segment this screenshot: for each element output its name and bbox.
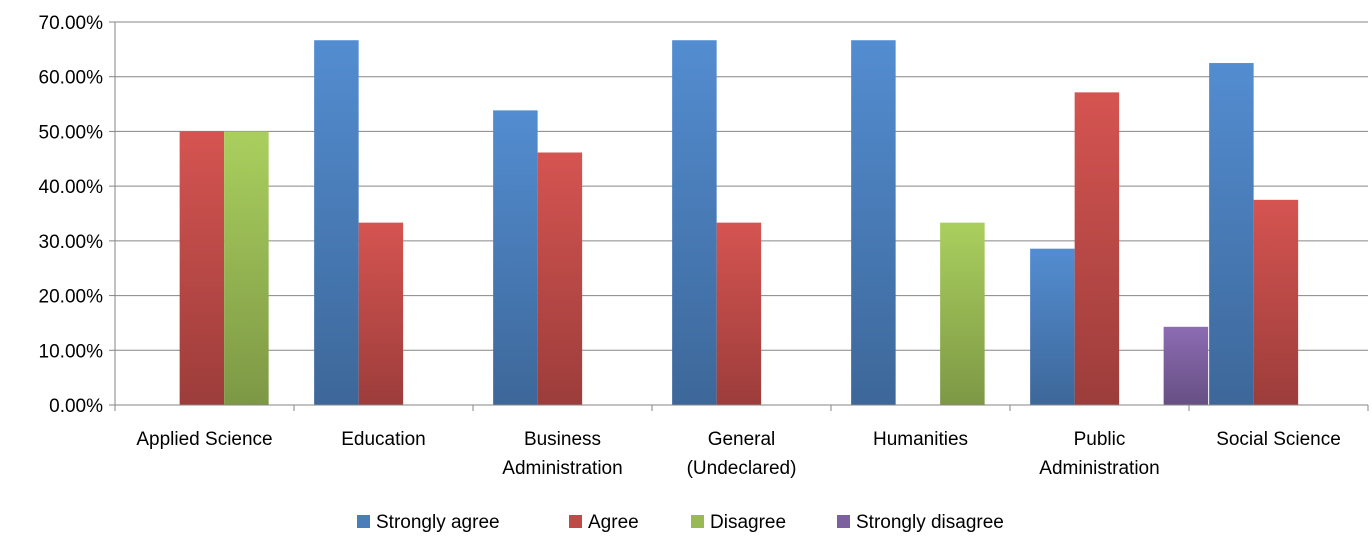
y-tick-label: 50.00% <box>39 122 104 143</box>
y-tick-label: 30.00% <box>39 232 104 253</box>
legend: Strongly agree Agree Disagree Strongly disa… <box>357 512 1004 533</box>
bar-strongly-agree <box>1030 249 1075 405</box>
y-tick-label: 40.00% <box>39 177 104 198</box>
x-category-label: Applied Science <box>136 429 272 450</box>
bar-strongly-agree <box>672 40 717 405</box>
x-category-label: Education <box>341 429 426 450</box>
y-tick-label: 70.00% <box>39 13 104 34</box>
legend-label: Disagree <box>710 512 786 533</box>
bar-agree <box>1075 92 1120 405</box>
bar-disagree <box>940 223 985 405</box>
bar-strongly-agree <box>314 40 359 405</box>
y-tick-label: 60.00% <box>39 68 104 89</box>
y-tick-label: 20.00% <box>39 287 104 308</box>
y-tick-label: 10.00% <box>39 341 104 362</box>
bar-agree <box>717 223 762 405</box>
bar-strongly-disagree <box>1164 327 1209 405</box>
legend-swatch <box>837 515 850 528</box>
y-axis-tick-labels: 0.00% 10.00% 20.00% 30.00% 40.00% 50.00% 60.00… <box>39 13 104 417</box>
legend-label: Agree <box>588 512 639 533</box>
legend-swatch <box>357 515 370 528</box>
x-category-label: Business Administration <box>502 429 622 479</box>
x-category-label: Social Science <box>1216 429 1341 450</box>
x-axis-category-labels: Applied Science Education Business Administ… <box>136 429 1340 479</box>
legend-label: Strongly agree <box>376 512 500 533</box>
bar-agree <box>180 131 225 405</box>
bar-disagree <box>224 131 269 405</box>
x-category-label: Humanities <box>873 429 968 450</box>
legend-label: Strongly disagree <box>856 512 1004 533</box>
bar-strongly-agree <box>851 40 896 405</box>
bar-strongly-agree <box>493 110 538 405</box>
legend-swatch <box>569 515 582 528</box>
legend-swatch <box>691 515 704 528</box>
y-tick-label: 0.00% <box>49 396 103 417</box>
x-category-label: General (Undeclared) <box>687 429 797 479</box>
bar-strongly-agree <box>1209 63 1254 405</box>
bar-agree <box>538 152 583 405</box>
bar-agree <box>359 223 404 405</box>
x-category-label: Public Administration <box>1039 429 1159 479</box>
bar-agree <box>1254 200 1299 405</box>
